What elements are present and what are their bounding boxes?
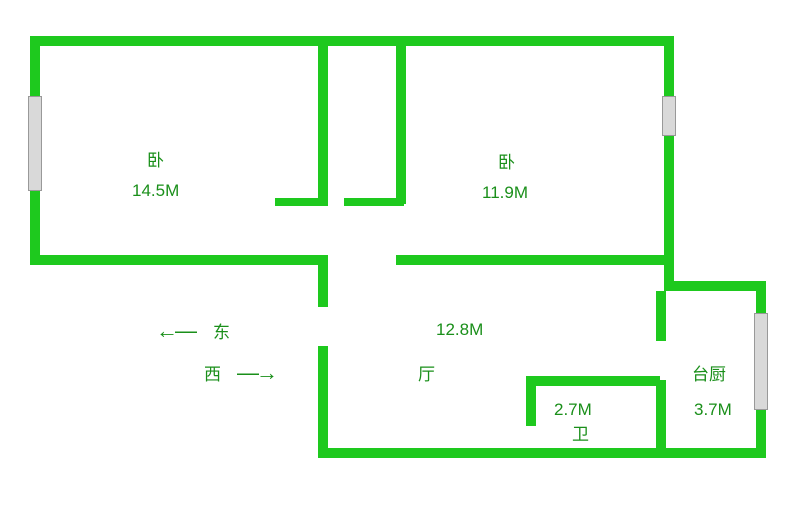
room-label: 2.7M: [554, 400, 592, 420]
room-label: 卧: [498, 148, 515, 173]
wall-segment: [30, 36, 40, 96]
wall-segment: [656, 291, 666, 341]
wall-segment: [275, 198, 328, 206]
wall-segment: [30, 36, 674, 46]
arrow-right-icon: —→: [237, 360, 275, 386]
wall-segment: [396, 255, 666, 265]
wall-segment: [664, 136, 674, 291]
compass-east: 东: [213, 318, 230, 343]
wall-segment: [756, 281, 766, 313]
arrow-left-icon: ←—: [156, 318, 194, 344]
wall-segment: [318, 36, 328, 204]
wall-segment: [344, 198, 404, 206]
room-label: 11.9M: [482, 183, 528, 203]
wall-segment: [396, 36, 406, 204]
wall-segment: [318, 255, 328, 307]
room-label: 14.5M: [132, 181, 179, 201]
room-label: 台厨: [692, 360, 726, 385]
room-label: 12.8M: [436, 320, 483, 340]
wall-segment: [656, 448, 766, 458]
wall-segment: [318, 346, 328, 458]
window: [28, 96, 42, 191]
room-label: 厅: [418, 360, 435, 385]
room-label: 3.7M: [694, 400, 732, 420]
wall-segment: [30, 255, 328, 265]
wall-segment: [318, 448, 656, 458]
window: [754, 313, 768, 410]
room-label: 卧: [147, 146, 164, 171]
compass-west: 西: [204, 360, 221, 385]
room-label: 卫: [572, 420, 589, 445]
wall-segment: [664, 281, 766, 291]
wall-segment: [656, 380, 666, 458]
window: [662, 96, 676, 136]
wall-segment: [526, 376, 536, 426]
wall-segment: [664, 36, 674, 96]
wall-segment: [526, 376, 660, 386]
wall-segment: [30, 191, 40, 265]
